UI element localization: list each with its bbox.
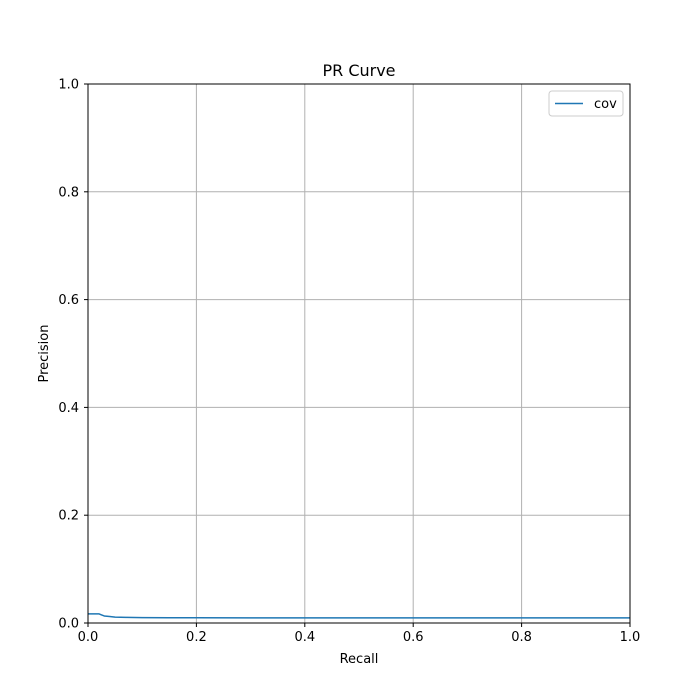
y-tick-label: 0.0	[58, 617, 79, 632]
x-tick-label: 1.0	[620, 630, 641, 645]
series-line-cov	[88, 613, 630, 619]
legend-label-cov: cov	[594, 97, 617, 112]
x-axis-title: Recall	[340, 652, 379, 667]
grid	[87, 83, 631, 624]
x-tick-label: 0.0	[78, 630, 99, 645]
y-tick-label: 0.2	[58, 509, 79, 524]
y-tick-label: 1.0	[58, 78, 79, 93]
y-axis-ticks: 0.0 0.2 0.4 0.6 0.8 1.0	[58, 78, 88, 632]
y-axis-title: Precision	[37, 324, 52, 382]
y-tick-label: 0.8	[58, 185, 79, 200]
chart-title: PR Curve	[322, 61, 395, 80]
x-tick-label: 0.8	[511, 630, 532, 645]
x-tick-label: 0.4	[294, 630, 315, 645]
legend: cov	[548, 90, 624, 117]
legend-box	[548, 90, 624, 117]
y-tick-label: 0.4	[58, 401, 79, 416]
x-tick-label: 0.2	[186, 630, 207, 645]
plot-frame	[87, 83, 631, 624]
x-tick-label: 0.6	[403, 630, 424, 645]
x-axis-ticks: 0.0 0.2 0.4 0.6 0.8 1.0	[78, 623, 641, 645]
y-tick-label: 0.6	[58, 293, 79, 308]
series-layer	[88, 613, 630, 619]
